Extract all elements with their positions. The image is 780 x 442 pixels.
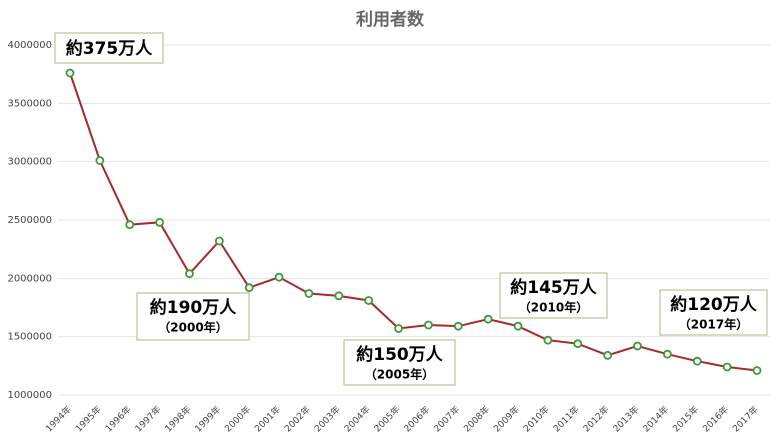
annotation-text: 約190万人 xyxy=(150,297,237,318)
point xyxy=(65,68,75,78)
point xyxy=(543,335,553,345)
point xyxy=(722,362,732,372)
x-tick-label: 2017年 xyxy=(730,403,761,434)
point xyxy=(453,321,463,331)
point xyxy=(304,289,314,298)
point xyxy=(244,283,254,293)
chart-title: 利用者数 xyxy=(356,9,425,30)
annotation-box xyxy=(659,289,768,336)
x-tick-label: 1994年 xyxy=(43,403,74,434)
x-tick-label: 2014年 xyxy=(640,403,671,434)
point xyxy=(394,324,403,333)
x-tick-label: 2012年 xyxy=(580,403,611,434)
point xyxy=(633,341,642,351)
point xyxy=(125,220,135,230)
annotation-text: 約150万人 xyxy=(356,344,443,365)
y-tick-label: 2500000 xyxy=(7,215,52,226)
y-tick-label: 1000000 xyxy=(7,390,52,401)
x-tick-label: 2016年 xyxy=(700,403,731,434)
x-tick-label: 2000年 xyxy=(222,403,253,434)
x-tick-label: 2001年 xyxy=(252,403,283,434)
annotation-text: 約120万人 xyxy=(670,294,757,315)
annotation-box xyxy=(54,32,164,64)
point xyxy=(185,269,194,279)
y-tick-label: 4000000 xyxy=(7,40,52,51)
x-tick-label: 2009年 xyxy=(491,403,522,434)
point xyxy=(603,350,613,360)
x-tick-label: 1997年 xyxy=(132,403,163,434)
point xyxy=(483,314,493,324)
y-tick-label: 1500000 xyxy=(7,332,52,343)
point xyxy=(752,366,762,375)
point xyxy=(274,272,284,282)
x-tick-label: 2013年 xyxy=(610,403,641,434)
point xyxy=(214,236,224,246)
annotation-box xyxy=(343,339,456,386)
x-tick-label: 1996年 xyxy=(103,403,134,434)
point xyxy=(424,320,433,330)
y-tick-label: 3000000 xyxy=(7,157,52,168)
x-tick-label: 2011年 xyxy=(551,403,582,434)
annotation-box xyxy=(136,292,250,341)
y-tick-label: 3500000 xyxy=(7,98,52,109)
annotation-sub: （2010年） xyxy=(519,300,588,315)
point xyxy=(662,349,672,359)
x-tick-label: 2015年 xyxy=(670,403,701,434)
x-tick-label: 2004年 xyxy=(342,403,373,434)
point xyxy=(692,356,702,366)
annotation-text: 約375万人 xyxy=(66,38,153,59)
x-tick-label: 2003年 xyxy=(312,403,343,434)
series-line xyxy=(69,72,758,372)
x-tick-label: 2002年 xyxy=(282,403,313,434)
x-tick-label: 2008年 xyxy=(461,403,492,434)
y-tick-label: 2000000 xyxy=(7,273,52,284)
x-tick-label: 2006年 xyxy=(401,403,432,434)
annotation-sub: （2005年） xyxy=(365,367,434,382)
point xyxy=(513,321,523,331)
point xyxy=(364,296,374,305)
x-tick-label: 1995年 xyxy=(73,403,104,434)
point xyxy=(573,339,583,349)
point xyxy=(155,217,165,227)
point xyxy=(95,156,105,165)
x-tick-label: 1999年 xyxy=(192,403,223,434)
x-tick-label: 2005年 xyxy=(371,403,402,434)
annotation-text: 約145万人 xyxy=(510,277,597,298)
annotation-box xyxy=(499,272,608,319)
annotation-sub: （2000年） xyxy=(158,320,227,335)
x-tick-label: 2010年 xyxy=(521,403,552,434)
annotation-sub: （2017年） xyxy=(679,317,748,332)
x-tick-label: 1998年 xyxy=(162,403,193,434)
x-tick-label: 2007年 xyxy=(431,403,462,434)
point xyxy=(334,291,344,301)
